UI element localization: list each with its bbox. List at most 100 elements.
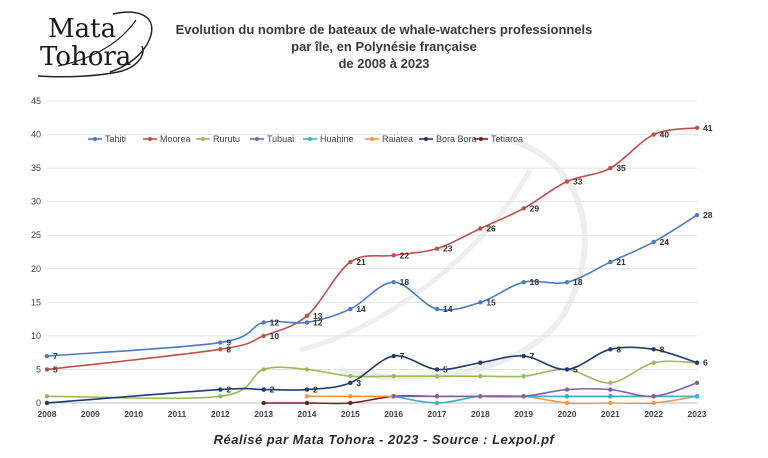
data-label-tahiti: 14 xyxy=(356,304,366,314)
legend-label: Rurutu xyxy=(213,134,240,144)
data-point-bora-bora xyxy=(304,387,310,392)
legend-swatch-marker xyxy=(308,137,312,141)
data-label-moorea: 5 xyxy=(53,364,58,374)
data-point-tahiti xyxy=(521,280,526,285)
data-label-bora-bora: 3 xyxy=(356,378,361,388)
data-point-moorea xyxy=(434,246,440,251)
data-label-moorea: 33 xyxy=(573,177,583,187)
data-point-rurutu xyxy=(651,360,656,365)
y-tick-label: 30 xyxy=(31,197,41,207)
x-tick-label: 2020 xyxy=(558,409,577,419)
data-point-tahiti xyxy=(261,320,266,325)
x-tick-label: 2016 xyxy=(384,409,403,419)
data-point-tahiti xyxy=(608,259,613,265)
data-label-moorea: 23 xyxy=(443,244,453,254)
data-point-tubuai xyxy=(478,394,483,399)
data-point-tahiti xyxy=(564,280,570,285)
data-point-bora-bora xyxy=(261,387,266,392)
data-point-tahiti xyxy=(434,306,440,312)
data-point-huahine xyxy=(694,394,700,399)
x-tick-label: 2012 xyxy=(211,409,230,419)
data-label-moorea: 35 xyxy=(616,163,626,173)
legend-swatch-marker xyxy=(255,137,259,141)
legend-item-rurutu: Rurutu xyxy=(196,134,240,144)
series-line-bora-bora xyxy=(46,346,698,404)
x-tick-label: 2009 xyxy=(81,409,100,419)
data-label-moorea: 40 xyxy=(660,130,670,140)
y-tick-label: 0 xyxy=(36,398,41,408)
y-tick-label: 40 xyxy=(31,130,41,140)
x-tick-label: 2021 xyxy=(601,409,620,419)
data-label-tahiti: 18 xyxy=(400,277,410,287)
data-point-bora-bora xyxy=(608,347,613,352)
data-label-tahiti: 7 xyxy=(53,351,58,361)
data-point-tubuai xyxy=(521,394,526,399)
y-tick-label: 15 xyxy=(31,297,41,307)
footer-credit: Réalisé par Mata Tohora - 2023 - Source … xyxy=(213,432,555,447)
data-point-bora-bora xyxy=(521,353,526,359)
data-label-moorea: 21 xyxy=(356,257,366,267)
y-tick-label: 25 xyxy=(31,230,41,240)
legend-item-bora-bora: Bora Bora xyxy=(419,134,477,144)
y-tick-label: 10 xyxy=(31,331,41,341)
data-label-tahiti: 21 xyxy=(616,257,626,267)
data-label-moorea: 29 xyxy=(530,203,540,213)
series-line-tubuai xyxy=(393,382,698,398)
chart-title-line2: par île, en Polynésie française xyxy=(291,39,477,54)
chart-title-line3: de 2008 à 2023 xyxy=(338,56,430,71)
data-point-tubuai xyxy=(651,394,656,399)
data-label-tahiti: 9 xyxy=(226,338,231,348)
data-point-rurutu xyxy=(391,373,396,379)
data-point-moorea xyxy=(564,179,570,184)
legend-item-raiatea: Raiatea xyxy=(365,134,413,144)
data-point-tahiti xyxy=(218,340,223,345)
data-point-moorea xyxy=(348,259,353,265)
data-point-rurutu xyxy=(434,373,440,379)
data-label-moorea: 13 xyxy=(313,311,323,321)
data-point-rurutu xyxy=(304,367,310,372)
data-point-tahiti xyxy=(391,280,396,285)
data-point-tahiti xyxy=(694,212,700,218)
data-point-tahiti xyxy=(44,353,50,359)
y-tick-label: 5 xyxy=(36,364,41,374)
data-point-tetiaroa xyxy=(304,400,310,406)
data-label-bora-bora: 7 xyxy=(530,351,535,361)
data-point-rurutu xyxy=(521,373,526,379)
legend-label: Bora Bora xyxy=(436,134,477,144)
data-point-bora-bora xyxy=(434,367,440,372)
data-point-huahine xyxy=(434,400,440,406)
data-point-bora-bora xyxy=(478,360,483,365)
legend-item-tubuai: Tubuai xyxy=(250,134,294,144)
chart-title-line1: Evolution du nombre de bateaux de whale-… xyxy=(175,22,593,37)
data-point-tetiaroa xyxy=(348,400,353,406)
data-point-rurutu xyxy=(44,394,50,399)
data-point-tahiti xyxy=(651,239,656,245)
x-tick-label: 2017 xyxy=(428,409,447,419)
data-point-bora-bora xyxy=(218,387,223,392)
data-point-bora-bora xyxy=(391,353,396,359)
data-point-bora-bora xyxy=(651,347,656,352)
data-point-bora-bora xyxy=(348,380,353,386)
grid-lines xyxy=(47,100,697,404)
data-point-rurutu xyxy=(218,394,223,399)
legend-swatch-marker xyxy=(93,137,97,141)
legend: Tahiti Moorea Rurutu Tubuai Huahine Raiatea Bo… xyxy=(88,134,523,144)
x-tick-label: 2015 xyxy=(341,409,360,419)
data-label-tahiti: 15 xyxy=(486,297,496,307)
data-label-moorea: 8 xyxy=(226,344,231,354)
data-point-raiatea xyxy=(348,394,353,399)
data-label-tahiti: 12 xyxy=(270,317,280,327)
legend-label: Tahiti xyxy=(105,134,126,144)
data-point-raiatea xyxy=(304,394,310,399)
data-point-moorea xyxy=(694,125,700,131)
data-point-bora-bora xyxy=(694,360,700,365)
series-line-rurutu xyxy=(46,360,698,400)
data-point-moorea xyxy=(651,132,656,137)
x-tick-label: 2018 xyxy=(471,409,490,419)
legend-item-tahiti: Tahiti xyxy=(88,134,126,144)
x-tick-label: 2011 xyxy=(168,409,187,419)
data-label-moorea: 26 xyxy=(486,224,496,234)
whale-tail-logo-icon xyxy=(37,11,153,78)
data-point-raiatea xyxy=(564,400,570,406)
